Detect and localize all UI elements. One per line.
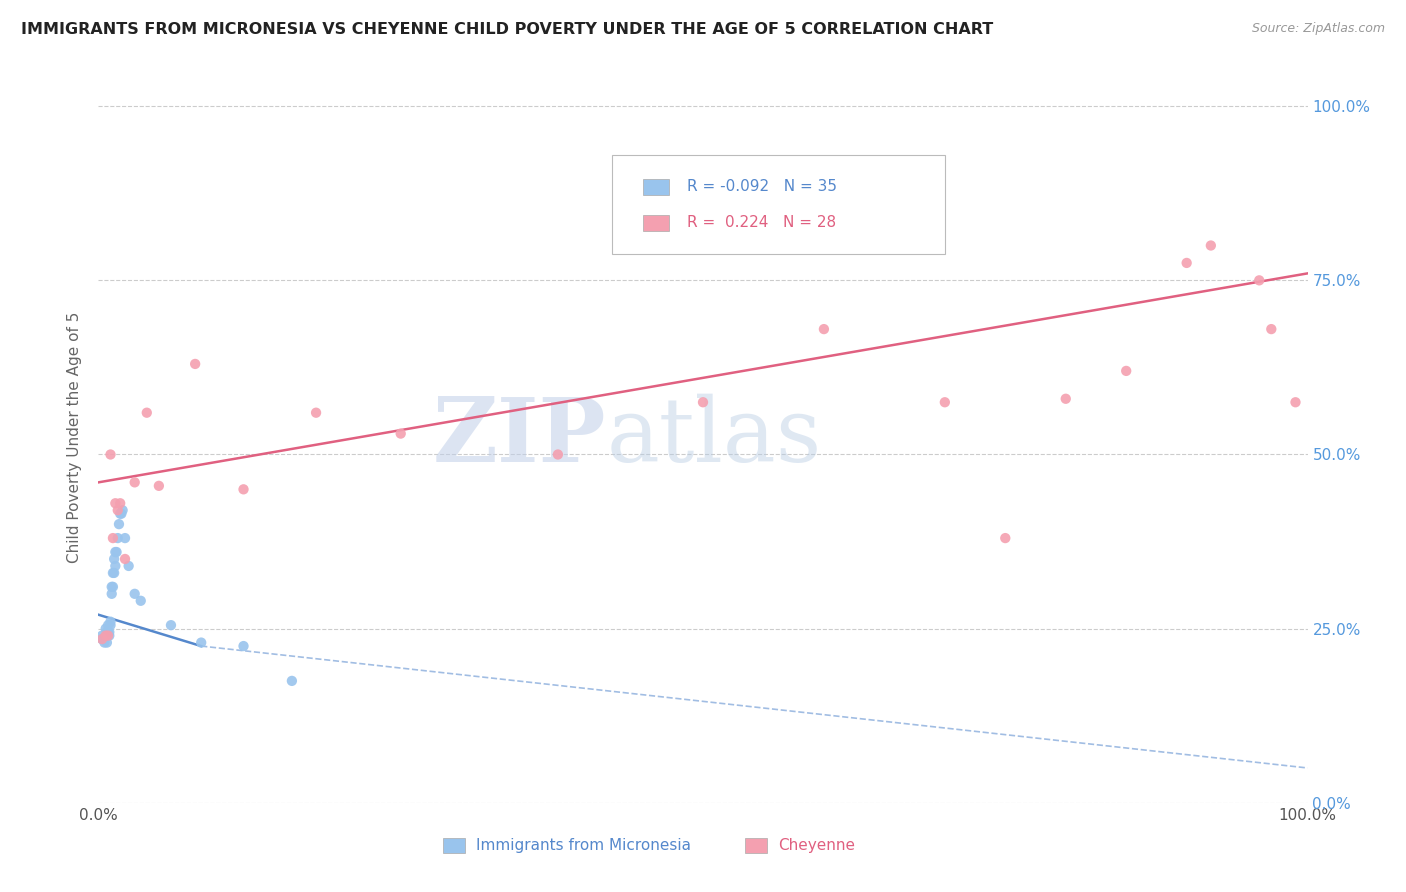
Point (96, 625, 118, 640)
Point (1175, 256, 1198, 270)
Bar (643, 215, 669, 231)
Point (994, 531, 1017, 545)
Point (129, 594, 152, 608)
Text: IMMIGRANTS FROM MICRONESIA VS CHEYENNE CHILD POVERTY UNDER THE AGE OF 5 CORRELAT: IMMIGRANTS FROM MICRONESIA VS CHEYENNE C… (21, 22, 994, 37)
Point (114, 531, 136, 545)
Text: Source: ZipAtlas.com: Source: ZipAtlas.com (1251, 22, 1385, 36)
Point (108, 507, 131, 521)
FancyBboxPatch shape (613, 155, 945, 254)
Point (118, 558, 141, 573)
Point (100, 448, 122, 462)
Point (91, 632, 114, 646)
Point (103, 552, 125, 566)
Point (124, 587, 146, 601)
Text: atlas: atlas (606, 393, 821, 481)
Point (305, 406, 328, 420)
Point (91, 632, 114, 646)
Point (105, 545, 128, 559)
Point (813, 322, 835, 336)
Point (190, 635, 212, 649)
Bar (745, 838, 768, 853)
Point (135, 406, 157, 420)
Point (148, 479, 170, 493)
Point (1115, 364, 1137, 378)
Point (101, 580, 124, 594)
Point (101, 531, 124, 545)
Point (91, 629, 114, 643)
Point (389, 426, 412, 441)
Point (108, 496, 131, 510)
Point (97, 625, 120, 640)
Point (281, 673, 304, 688)
Point (97, 618, 120, 632)
Point (93, 635, 115, 649)
Point (104, 558, 127, 573)
Point (103, 566, 125, 580)
Point (98, 629, 121, 643)
Point (1199, 238, 1222, 252)
Point (547, 448, 569, 462)
Text: R = -0.092   N = 35: R = -0.092 N = 35 (688, 179, 838, 194)
Point (110, 507, 132, 521)
Point (114, 552, 136, 566)
Point (104, 496, 127, 510)
Point (108, 517, 131, 532)
Text: ZIP: ZIP (433, 393, 606, 481)
Point (96, 635, 118, 649)
Point (232, 639, 254, 653)
Point (104, 545, 127, 559)
Point (91, 632, 114, 646)
Y-axis label: Child Poverty Under the Age of 5: Child Poverty Under the Age of 5 (67, 311, 83, 563)
Point (184, 357, 207, 371)
Text: R =  0.224   N = 28: R = 0.224 N = 28 (688, 215, 837, 230)
Point (101, 566, 124, 580)
Point (100, 618, 122, 632)
Point (692, 395, 714, 409)
Text: Cheyenne: Cheyenne (778, 838, 855, 853)
Point (124, 475, 146, 490)
Point (98, 625, 121, 640)
Point (1249, 273, 1271, 287)
Point (1054, 392, 1077, 406)
Point (94, 622, 117, 636)
Point (111, 503, 134, 517)
Point (934, 395, 956, 409)
Point (1284, 395, 1306, 409)
Bar (643, 179, 669, 195)
Point (107, 531, 129, 545)
Point (94, 629, 117, 643)
Text: Immigrants from Micronesia: Immigrants from Micronesia (475, 838, 690, 853)
Point (232, 483, 254, 497)
Point (97, 629, 120, 643)
Point (100, 580, 122, 594)
Bar (443, 838, 465, 853)
Point (107, 503, 129, 517)
Point (100, 615, 122, 629)
Point (100, 587, 122, 601)
Point (160, 618, 183, 632)
Point (1260, 322, 1282, 336)
